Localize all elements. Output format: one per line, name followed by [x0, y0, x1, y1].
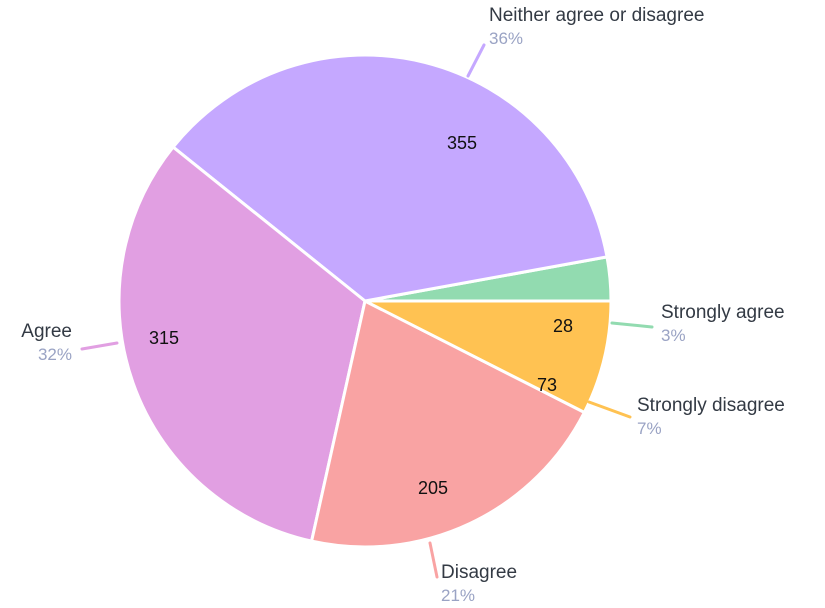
leader-line-strongly-disagree	[587, 400, 632, 419]
value-label-agree: 315	[149, 328, 179, 348]
slice-values: 28 355 315 205 73	[149, 133, 573, 498]
category-label-agree: Agree	[21, 321, 72, 342]
slice-disagree	[310, 299, 586, 549]
pie-slices	[117, 53, 613, 549]
value-label-disagree: 205	[418, 478, 448, 498]
percent-label-neither-agree-or-disagree: 36%	[489, 29, 523, 48]
slice-strongly-disagree	[363, 299, 613, 414]
slice-labels: Strongly agree 3% Neither agree or disagre…	[21, 5, 785, 605]
leader-line-disagree	[428, 541, 439, 579]
leader-line-strongly-agree	[610, 321, 654, 329]
slice-agree	[117, 145, 367, 543]
percent-label-strongly-agree: 3%	[661, 326, 686, 345]
value-label-strongly-disagree: 73	[537, 375, 557, 395]
category-label-strongly-agree: Strongly agree	[661, 302, 785, 323]
leader-line-agree	[80, 341, 119, 351]
value-label-neither-agree-or-disagree: 355	[447, 133, 477, 153]
percent-label-disagree: 21%	[441, 586, 475, 605]
value-label-strongly-agree: 28	[553, 316, 573, 336]
percent-label-agree: 32%	[38, 345, 72, 364]
category-label-neither-agree-or-disagree: Neither agree or disagree	[489, 5, 704, 26]
slice-neither-agree-or-disagree	[171, 53, 609, 303]
category-label-strongly-disagree: Strongly disagree	[637, 395, 785, 416]
leader-line-neither-agree-or-disagree	[466, 43, 486, 78]
category-label-disagree: Disagree	[441, 562, 517, 583]
percent-label-strongly-disagree: 7%	[637, 419, 662, 438]
